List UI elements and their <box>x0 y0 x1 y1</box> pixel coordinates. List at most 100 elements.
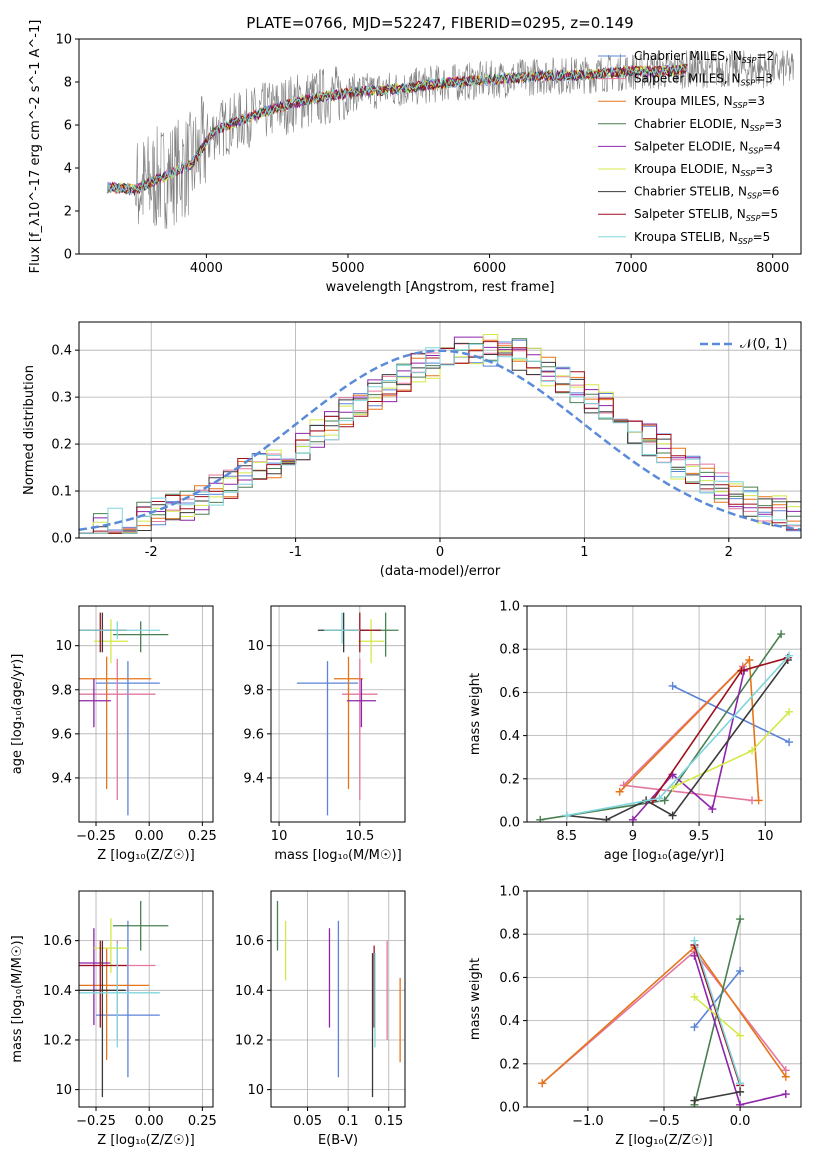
series-line-chabrier_elodie <box>540 633 782 821</box>
x-tick-label: 4000 <box>190 261 223 276</box>
x-tick-label: −0.5 <box>648 1114 680 1129</box>
x-axis-label: E(B-V) <box>318 1133 358 1148</box>
series-line-chabrier_stelib <box>694 1091 741 1102</box>
data-point-salpeter_elodie <box>736 1100 745 1107</box>
y-tick-label: 0.8 <box>499 643 520 658</box>
legend-entry: Salpeter STELIB, NSSP=5 <box>634 207 778 223</box>
legend-subscript: SSP <box>741 169 756 178</box>
legend-value: =3 <box>747 94 765 108</box>
plot-area <box>79 900 169 1098</box>
x-tick-label: 0.1 <box>338 1114 359 1129</box>
x-tick-label: -2 <box>145 545 158 560</box>
legend-value: =2 <box>756 49 774 63</box>
y-tick-label: 10 <box>55 33 72 48</box>
data-point-salpeter_stelib <box>737 666 746 675</box>
y-tick-label: 10.4 <box>43 984 72 999</box>
legend-subscript: SSP <box>748 146 763 155</box>
data-point-kroupa_miles <box>538 1079 547 1088</box>
y-axis-label: mass weight <box>468 673 483 755</box>
legend-value: =4 <box>763 139 781 153</box>
series-line-chabrier_miles <box>672 685 790 743</box>
x-axis-label: age [log₁₀(age/yr)] <box>604 848 725 863</box>
x-axis-label: (data-model)/error <box>380 564 501 579</box>
x-tick-label: 2 <box>725 545 733 560</box>
panel-7: −1.0 −0.5 0.0 0.0 0.2 0.4 0.6 0.8 1.0 Z [log₁₀(Z/… <box>468 885 802 1148</box>
y-tick-label: 0.1 <box>51 485 72 500</box>
y-axis-label: age [log₁₀(age/yr)] <box>10 654 25 775</box>
panel-3: 10 10.5 9.4 9.6 9.8 10 mass [log₁₀(M/M☉)] <box>243 605 406 863</box>
legend-subscript: SSP <box>746 214 761 223</box>
plot-area <box>79 334 801 534</box>
data-point-kroupa_elodie <box>690 992 699 1001</box>
y-tick-label: 9.4 <box>51 771 72 786</box>
y-tick-label: 0.6 <box>499 971 520 986</box>
x-tick-label: 10.5 <box>345 829 374 844</box>
data-point-chabrier_elodie <box>536 815 545 822</box>
data-point-chabrier_miles <box>736 966 745 975</box>
y-tick-label: 1.0 <box>499 885 520 900</box>
y-tick-label: 0.0 <box>51 532 72 547</box>
data-point-kroupa_stelib <box>655 794 664 803</box>
x-tick-label: 0.05 <box>293 1114 322 1129</box>
y-tick-label: 10.6 <box>43 934 72 949</box>
data-point-kroupa_stelib <box>785 651 794 660</box>
y-tick-label: 10 <box>247 639 264 654</box>
y-tick-label: 4 <box>64 162 72 177</box>
model-spectrum-kroupa_elodie <box>106 64 688 193</box>
x-tick-label: 5000 <box>331 261 364 276</box>
y-tick-label: 10 <box>247 1083 264 1098</box>
axes-frame <box>78 605 214 823</box>
x-axis-label: mass [log₁₀(M/M☉)] <box>274 848 401 863</box>
gaussian-curve <box>79 349 801 532</box>
x-tick-label: 0.25 <box>188 1114 217 1129</box>
y-axis-label: mass weight <box>468 958 483 1040</box>
y-axis-label: Normed distribution <box>22 365 37 495</box>
legend-entry: Chabrier STELIB, NSSP=6 <box>634 185 779 201</box>
legend-value: =3 <box>755 72 773 86</box>
legend-value: =3 <box>764 117 782 131</box>
y-tick-label: 0.4 <box>499 729 520 744</box>
y-tick-label: 9.6 <box>243 727 264 742</box>
y-tick-label: 9.8 <box>243 683 264 698</box>
y-tick-label: 8 <box>64 76 72 91</box>
y-tick-label: 9.4 <box>243 771 264 786</box>
data-point-chabrier_elodie <box>660 796 669 805</box>
data-point-kroupa_miles <box>745 656 754 664</box>
legend-entry: Salpeter ELODIE, NSSP=4 <box>634 139 781 155</box>
x-tick-label: 9.5 <box>689 829 710 844</box>
plot-area <box>538 915 790 1107</box>
y-tick-label: 9.8 <box>51 683 72 698</box>
y-tick-label: 0.8 <box>499 928 520 943</box>
legend-entry: Salpeter MILES, NSSP=3 <box>634 72 773 88</box>
data-point-salpeter_elodie <box>628 815 637 822</box>
x-tick-label: 9 <box>629 829 637 844</box>
data-point-kroupa_stelib <box>736 1079 745 1088</box>
data-point-chabrier_stelib <box>668 811 677 820</box>
y-tick-label: 10.4 <box>235 984 264 999</box>
data-point-kroupa_miles <box>615 787 624 796</box>
y-tick-label: 10 <box>55 1083 72 1098</box>
y-tick-label: 10.2 <box>235 1033 264 1048</box>
legend-subscript: SSP <box>747 192 762 201</box>
data-point-salpeter_elodie <box>781 1090 790 1099</box>
x-tick-label: −0.25 <box>76 1114 116 1129</box>
x-tick-label: 1 <box>580 545 588 560</box>
data-point-salpeter_elodie <box>708 805 717 814</box>
plot-area <box>296 612 399 816</box>
x-tick-label: 7000 <box>615 261 648 276</box>
y-tick-label: 1.0 <box>499 600 520 615</box>
x-tick-label: 8000 <box>756 261 789 276</box>
legend-label-gaussian: 𝒩(0, 1) <box>740 337 787 352</box>
x-tick-label: 10 <box>271 829 288 844</box>
y-tick-label: 10.2 <box>43 1033 72 1048</box>
panel-6: 0.05 0.1 0.15 10 10.2 10.4 10.6 E(B-V) <box>235 890 406 1148</box>
y-tick-label: 10 <box>55 639 72 654</box>
legend-subscript: SSP <box>741 79 756 88</box>
y-tick-label: 10.6 <box>235 934 264 949</box>
x-axis-label: Z [log₁₀(Z/Z☉)] <box>97 1133 194 1148</box>
x-tick-label: 0.00 <box>135 829 164 844</box>
y-tick-label: 9.6 <box>51 727 72 742</box>
x-tick-label: 8.5 <box>556 829 577 844</box>
legend-entry: Chabrier MILES, NSSP=2 <box>634 49 774 65</box>
figure-title: PLATE=0766, MJD=52247, FIBERID=0295, z=0… <box>246 14 633 32</box>
